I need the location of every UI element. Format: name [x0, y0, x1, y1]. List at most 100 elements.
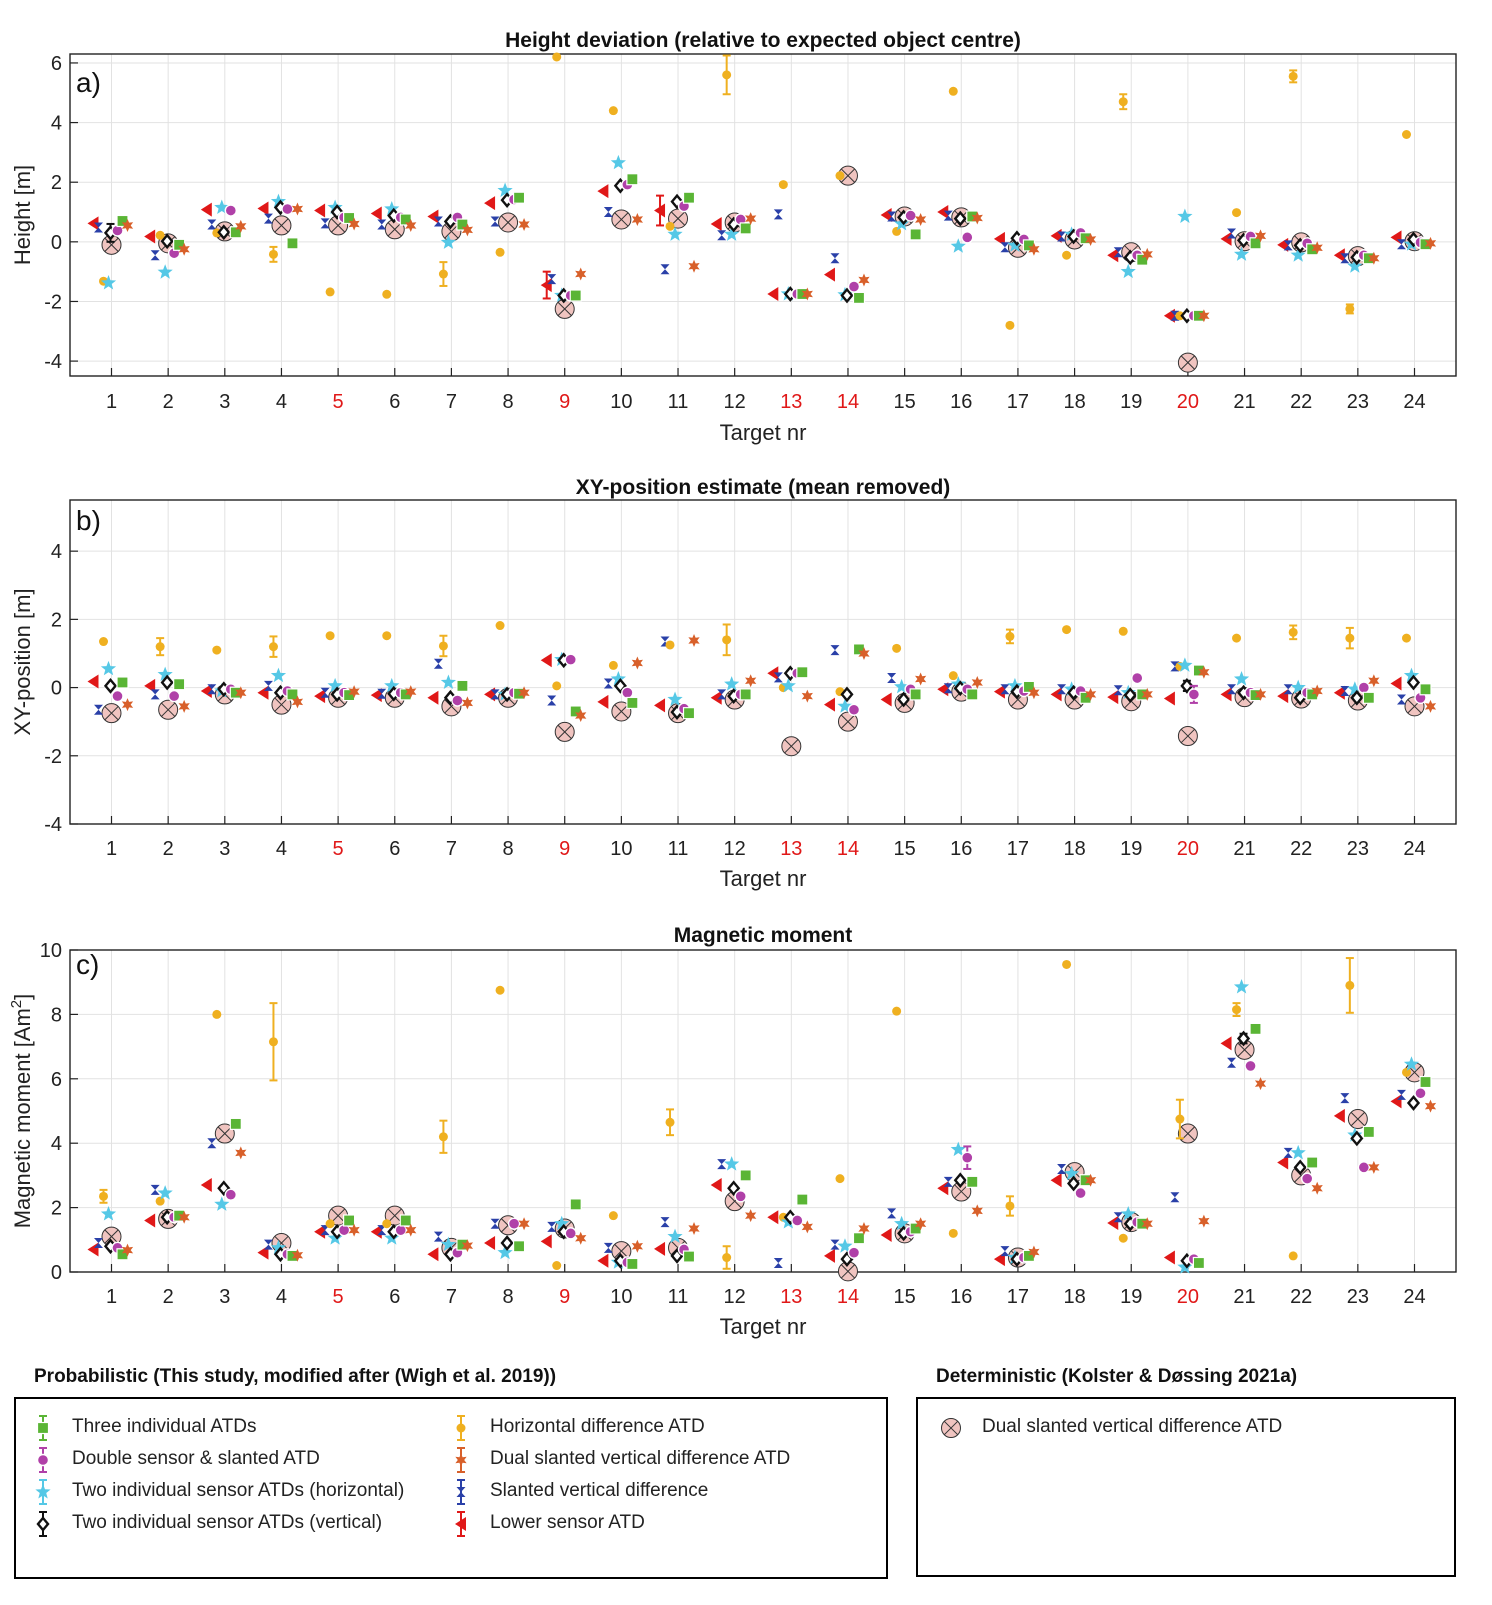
point-a-twov-2	[160, 233, 174, 250]
point-b-horiz-15	[892, 643, 902, 653]
point-a-horiz-24	[1402, 130, 1411, 139]
point-b-dual-16	[971, 675, 983, 689]
point-c-twoh-9	[554, 1215, 570, 1231]
point-a-lower-12	[710, 216, 722, 231]
point-b-twoh-11	[667, 691, 683, 706]
point-c-lower-23	[1333, 1108, 1345, 1123]
point-c-lower-2	[144, 1213, 156, 1228]
point-b-twov-20	[1180, 677, 1194, 694]
point-b-dual-20	[1198, 665, 1210, 679]
panel-a-xtick-label: 11	[668, 391, 689, 413]
panel-a-ytick-label: -4	[44, 351, 62, 373]
point-a-dual-18	[1084, 232, 1097, 246]
point-b-lower-10	[597, 694, 609, 709]
panel-b-xtick-label: 7	[446, 838, 457, 860]
legend-marker-lower	[455, 1517, 466, 1531]
point-c-twoh-8	[497, 1244, 513, 1260]
panel-c-xtick-label: 24	[1403, 1286, 1425, 1308]
panel-b-ytick-label: 2	[51, 609, 62, 631]
point-c-double-16	[961, 1151, 974, 1164]
panel-a-xtick-label: 2	[163, 391, 174, 413]
point-b-dual-12	[745, 674, 757, 688]
point-c-horiz-19	[1118, 1233, 1128, 1243]
point-c-slanted-17	[1000, 1246, 1010, 1257]
point-c-twoh-1	[100, 1206, 117, 1221]
panel-a-xtick-label: 20	[1177, 391, 1199, 413]
point-b-horiz-3	[212, 645, 222, 655]
point-b-lower-7	[427, 690, 439, 705]
point-c-horiz-14	[835, 1174, 845, 1184]
panel-a-xtick-label: 5	[333, 391, 344, 413]
point-b-twoh-7	[440, 674, 457, 689]
point-c-twov-24	[1406, 1095, 1421, 1111]
point-c-lower-5	[314, 1224, 326, 1239]
point-a-slanted-4	[263, 213, 273, 224]
point-b-dual-19	[1141, 687, 1153, 701]
legend-label-horiz: Horizontal difference ATD	[490, 1416, 705, 1437]
point-b-lower-5	[314, 689, 326, 704]
point-c-slanted-2	[150, 1184, 160, 1195]
point-c-horiz-15	[892, 1006, 902, 1016]
point-c-horiz-6	[382, 1219, 392, 1229]
point-b-lower-18	[1050, 687, 1062, 702]
point-b-twoh-23	[1347, 681, 1363, 696]
point-a-double-15	[904, 209, 917, 222]
point-b-lower-9	[540, 653, 552, 668]
point-b-horiz-19	[1118, 626, 1128, 636]
point-b-horiz-5	[325, 631, 335, 641]
point-a-twoh-12	[724, 226, 740, 241]
point-a-slanted-1	[94, 222, 103, 233]
point-c-dual-5	[348, 1223, 360, 1237]
point-a-dual-1	[121, 218, 134, 232]
point-c-det-6	[384, 1205, 405, 1226]
point-c-dual-19	[1141, 1217, 1153, 1231]
point-c-horiz-22	[1288, 1251, 1298, 1261]
point-a-twoh-17	[1007, 237, 1023, 252]
point-a-slanted-21	[1227, 228, 1237, 239]
point-b-det-14	[837, 711, 858, 732]
point-c-lower-1	[87, 1242, 99, 1257]
point-c-slanted-19	[1113, 1212, 1123, 1223]
point-b-slanted-16	[943, 683, 953, 694]
point-a-det-4	[271, 215, 292, 236]
point-a-twoh-23	[1347, 258, 1363, 273]
point-c-dual-2	[178, 1210, 190, 1224]
panel-c-xtick-label: 17	[1007, 1286, 1029, 1308]
point-c-dual-20	[1198, 1214, 1210, 1228]
point-a-twoh-2	[157, 264, 173, 279]
point-c-det-1	[101, 1226, 122, 1247]
point-a-dual-17	[1028, 242, 1040, 256]
point-b-double-19	[1131, 671, 1144, 685]
point-c-dual-3	[235, 1146, 247, 1160]
point-c-horiz-20	[1175, 1114, 1185, 1124]
point-a-twoh-19	[1120, 263, 1136, 279]
point-b-twov-19	[1123, 687, 1137, 703]
legend-marker-det	[941, 1418, 961, 1438]
point-c-double-22	[1300, 1172, 1314, 1185]
panel-a-xtick-label: 3	[219, 391, 230, 413]
legend-marker-three	[36, 1421, 50, 1435]
panel-b-xtick-label: 14	[837, 838, 859, 860]
point-c-double-21	[1244, 1059, 1257, 1073]
point-a-horiz-11	[665, 221, 675, 231]
legend-probabilistic-title: Probabilistic (This study, modified afte…	[34, 1366, 557, 1387]
point-b-twov-23	[1350, 689, 1364, 706]
panel-b-xtick-label: 1	[106, 838, 117, 860]
point-c-slanted-24	[1397, 1089, 1406, 1100]
point-c-horiz-3	[212, 1009, 222, 1019]
point-c-slanted-7	[433, 1231, 443, 1242]
point-a-slanted-16	[943, 210, 953, 221]
panel-c-ylabel: Magnetic moment [Am2]	[8, 994, 35, 1229]
point-a-det-7	[441, 221, 462, 242]
point-a-dual-20	[1198, 309, 1210, 323]
legend-marker-twov	[36, 1516, 50, 1532]
panel-c-axes	[69, 949, 1457, 1273]
legend-symbol-twov	[36, 1511, 50, 1537]
point-c-three-9	[569, 1198, 582, 1211]
point-c-lower-3	[200, 1178, 212, 1193]
panel-b-xtick-label: 5	[333, 838, 344, 860]
point-c-horiz-24	[1402, 1067, 1411, 1077]
point-c-slanted-12	[717, 1159, 727, 1170]
point-b-dual-13	[801, 689, 813, 703]
